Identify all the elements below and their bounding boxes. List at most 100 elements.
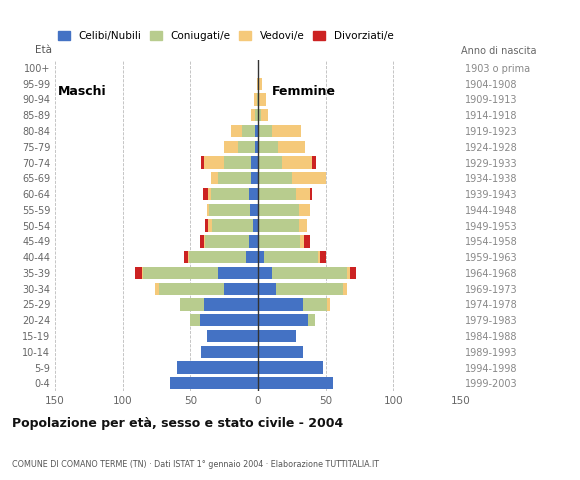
Bar	[206, 204, 209, 216]
Bar	[143, 267, 218, 279]
Bar	[258, 283, 276, 295]
Bar	[253, 219, 258, 232]
Text: Popolazione per età, sesso e stato civile - 2004: Popolazione per età, sesso e stato civil…	[12, 417, 343, 430]
Bar	[231, 125, 242, 137]
Bar	[255, 141, 258, 153]
Bar	[257, 93, 258, 106]
Bar	[258, 314, 308, 326]
Bar	[249, 235, 258, 248]
Bar	[304, 235, 310, 248]
Bar	[202, 188, 208, 200]
Bar	[343, 283, 347, 295]
Bar	[208, 219, 212, 232]
Bar	[204, 235, 205, 248]
Bar	[190, 314, 200, 326]
Bar	[258, 172, 292, 184]
Text: Anno di nascita: Anno di nascita	[461, 46, 536, 56]
Bar	[249, 188, 258, 200]
Bar	[224, 283, 258, 295]
Bar	[258, 330, 296, 342]
Bar	[201, 156, 204, 168]
Bar	[257, 77, 258, 90]
Bar	[292, 172, 326, 184]
Bar	[261, 109, 267, 121]
Bar	[204, 156, 224, 168]
Bar	[209, 204, 250, 216]
Bar	[135, 267, 142, 279]
Bar	[189, 251, 246, 264]
Text: Femmine: Femmine	[271, 85, 336, 98]
Bar	[320, 251, 326, 264]
Bar	[327, 298, 330, 311]
Bar	[258, 298, 303, 311]
Bar	[250, 204, 258, 216]
Bar	[263, 251, 318, 264]
Bar	[347, 267, 350, 279]
Bar	[201, 346, 258, 358]
Bar	[258, 188, 296, 200]
Bar	[205, 219, 208, 232]
Bar	[177, 361, 258, 374]
Bar	[251, 109, 255, 121]
Bar	[303, 298, 327, 311]
Bar	[200, 314, 258, 326]
Bar	[254, 93, 257, 106]
Bar	[155, 283, 160, 295]
Bar	[200, 235, 204, 248]
Bar	[258, 109, 261, 121]
Bar	[170, 377, 258, 389]
Bar	[238, 141, 255, 153]
Bar	[208, 188, 211, 200]
Bar	[258, 156, 282, 168]
Bar	[212, 219, 253, 232]
Bar	[251, 156, 258, 168]
Bar	[160, 283, 224, 295]
Bar	[259, 93, 266, 106]
Bar	[246, 251, 258, 264]
Bar	[258, 377, 332, 389]
Bar	[300, 235, 304, 248]
Bar	[258, 267, 271, 279]
Bar	[218, 267, 258, 279]
Legend: Celibi/Nubili, Coniugati/e, Vedovi/e, Divorziati/e: Celibi/Nubili, Coniugati/e, Vedovi/e, Di…	[53, 27, 398, 46]
Bar	[255, 109, 258, 121]
Bar	[258, 125, 271, 137]
Bar	[350, 267, 356, 279]
Bar	[312, 156, 316, 168]
Bar	[218, 172, 251, 184]
Bar	[299, 204, 310, 216]
Bar	[258, 361, 323, 374]
Bar	[224, 156, 251, 168]
Bar	[276, 283, 343, 295]
Bar	[258, 141, 278, 153]
Bar	[211, 172, 218, 184]
Bar	[211, 188, 249, 200]
Bar	[308, 314, 315, 326]
Bar	[282, 156, 312, 168]
Bar	[271, 267, 347, 279]
Bar	[258, 77, 262, 90]
Bar	[310, 188, 312, 200]
Bar	[188, 251, 189, 264]
Text: Maschi: Maschi	[58, 85, 107, 98]
Bar	[204, 298, 258, 311]
Bar	[299, 219, 307, 232]
Bar	[278, 141, 306, 153]
Bar	[205, 235, 249, 248]
Bar	[206, 330, 258, 342]
Bar	[318, 251, 320, 264]
Bar	[258, 346, 303, 358]
Bar	[258, 204, 299, 216]
Bar	[258, 93, 259, 106]
Bar	[224, 141, 238, 153]
Bar	[258, 251, 263, 264]
Bar	[142, 267, 143, 279]
Bar	[296, 188, 310, 200]
Text: Età: Età	[35, 45, 52, 55]
Text: COMUNE DI COMANO TERME (TN) · Dati ISTAT 1° gennaio 2004 · Elaborazione TUTTITAL: COMUNE DI COMANO TERME (TN) · Dati ISTAT…	[12, 460, 379, 469]
Bar	[255, 125, 258, 137]
Bar	[242, 125, 255, 137]
Bar	[258, 219, 299, 232]
Bar	[180, 298, 204, 311]
Bar	[251, 172, 258, 184]
